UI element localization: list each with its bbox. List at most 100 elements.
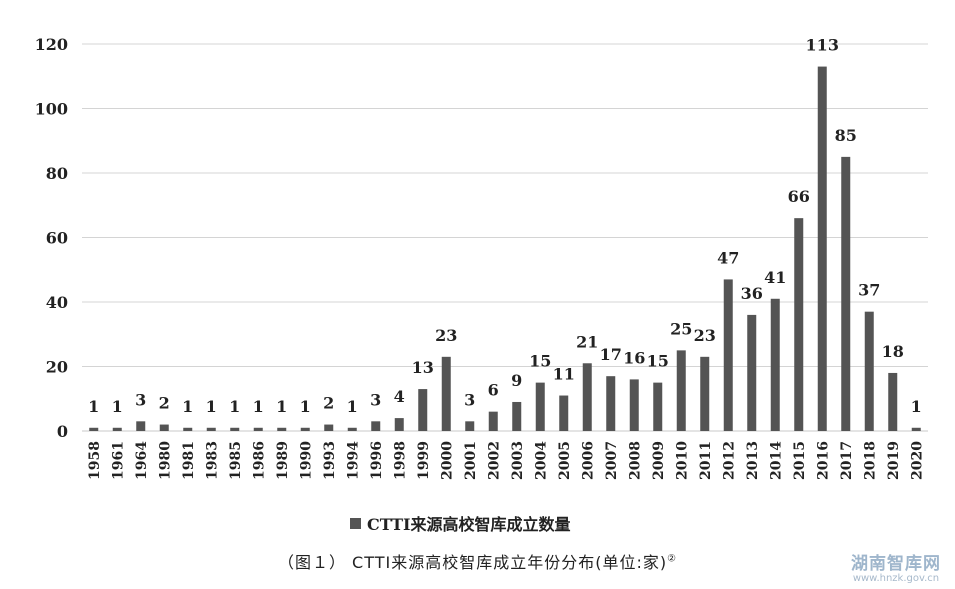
x-tick-label-1985: 1985: [228, 441, 244, 480]
x-tick-label-1983: 1983: [204, 441, 220, 480]
bar-2017: [841, 156, 851, 431]
x-tick-label-2018: 2018: [862, 441, 878, 480]
bar-2001: [465, 421, 475, 431]
y-tick-label-120: 120: [35, 35, 68, 54]
bar-1993: [324, 424, 334, 431]
watermark-url: www.hnzk.gov.cn: [852, 572, 940, 584]
x-tick-label-2017: 2017: [839, 441, 855, 480]
data-label-2016: 113: [806, 36, 839, 55]
data-label-2008: 16: [623, 348, 645, 367]
bar-2012: [723, 279, 733, 431]
data-label-2011: 23: [694, 326, 716, 345]
caption-text: （图１） CTTI来源高校智库成立年份分布(单位:家): [277, 553, 668, 572]
data-label-1990: 1: [300, 397, 311, 416]
bar-2008: [629, 379, 639, 431]
y-tick-label-20: 20: [46, 358, 68, 377]
legend-label: CTTI来源高校智库成立数量: [367, 515, 571, 534]
data-label-2019: 18: [882, 342, 904, 361]
data-label-1994: 1: [347, 397, 358, 416]
gridlines: [82, 43, 928, 432]
bar-2005: [559, 395, 569, 431]
bar-2004: [535, 382, 545, 431]
data-label-2014: 41: [764, 268, 786, 287]
data-label-1989: 1: [276, 397, 287, 416]
x-tick-label-2008: 2008: [627, 441, 643, 480]
x-tick-label-2013: 2013: [745, 441, 761, 480]
data-label-1958: 1: [88, 397, 99, 416]
bar-1980: [159, 424, 169, 431]
x-tick-label-2003: 2003: [510, 441, 526, 480]
bar-2019: [888, 372, 898, 431]
data-label-1996: 3: [370, 390, 381, 409]
data-label-1983: 1: [206, 397, 217, 416]
x-tick-label-1998: 1998: [392, 441, 408, 480]
bar-2006: [582, 363, 592, 431]
bar-2000: [441, 356, 451, 431]
x-tick-label-1993: 1993: [322, 441, 338, 480]
bar-2018: [864, 311, 874, 431]
figure-caption: （图１） CTTI来源高校智库成立年份分布(单位:家)②: [0, 549, 955, 573]
x-tick-label-2019: 2019: [886, 441, 902, 480]
data-label-1998: 4: [394, 387, 405, 406]
bar-1983: [206, 427, 216, 431]
bar-2014: [770, 298, 780, 431]
data-label-1986: 1: [253, 397, 264, 416]
x-tick-label-2016: 2016: [815, 441, 831, 480]
bar-2003: [512, 401, 522, 431]
bar-1999: [418, 389, 428, 431]
data-label-1981: 1: [182, 397, 193, 416]
y-tick-label-0: 0: [57, 422, 68, 441]
data-label-2012: 47: [717, 248, 739, 267]
x-tick-label-1986: 1986: [251, 441, 267, 480]
data-label-1980: 2: [159, 394, 170, 413]
x-tick-label-2015: 2015: [792, 441, 808, 480]
x-tick-label-2011: 2011: [698, 441, 714, 480]
data-label-2013: 36: [741, 284, 763, 303]
bar-1964: [136, 421, 146, 431]
y-tick-label-80: 80: [46, 164, 68, 183]
bar-1990: [300, 427, 310, 431]
y-tick-label-60: 60: [46, 229, 68, 248]
y-tick-label-100: 100: [35, 100, 68, 119]
x-tick-label-2006: 2006: [580, 441, 596, 480]
data-label-2006: 21: [576, 332, 598, 351]
data-label-2005: 11: [553, 365, 575, 384]
bar-2010: [676, 350, 686, 431]
bar-2020: [911, 427, 921, 431]
watermark-name: 湖南智库网: [851, 554, 941, 574]
bar-1994: [347, 427, 357, 431]
bar-1981: [183, 427, 193, 431]
y-axis-ticks: 0 20 40 60 80 100 120: [35, 35, 68, 441]
data-label-2015: 66: [788, 187, 810, 206]
x-tick-label-2009: 2009: [651, 441, 667, 480]
x-tick-label-2007: 2007: [604, 441, 620, 480]
data-label-2000: 23: [435, 326, 457, 345]
x-tick-label-2010: 2010: [674, 441, 690, 480]
data-label-2020: 1: [911, 397, 922, 416]
data-label-1993: 2: [323, 394, 334, 413]
x-tick-label-2004: 2004: [533, 441, 549, 480]
data-label-2010: 25: [670, 319, 692, 338]
x-tick-label-2005: 2005: [557, 441, 573, 480]
x-tick-label-2012: 2012: [721, 441, 737, 480]
data-label-1999: 13: [412, 358, 434, 377]
bar-2009: [653, 382, 663, 431]
data-label-2018: 37: [858, 281, 880, 300]
caption-note-mark: ②: [667, 553, 678, 565]
legend-swatch: [350, 517, 361, 529]
bar-2007: [606, 376, 616, 431]
bar-2016: [817, 66, 827, 431]
bar-1986: [253, 427, 263, 431]
x-tick-label-1989: 1989: [275, 441, 291, 480]
bar-2002: [488, 411, 498, 431]
data-label-2004: 15: [529, 352, 551, 371]
data-label-1961: 1: [112, 397, 123, 416]
data-label-2002: 6: [488, 381, 499, 400]
bar-1989: [277, 427, 287, 431]
x-tick-label-1999: 1999: [416, 441, 432, 480]
x-tick-label-1958: 1958: [87, 441, 103, 480]
bar-2013: [747, 314, 757, 431]
x-tick-label-1964: 1964: [134, 441, 150, 480]
x-axis-ticks: 1958 1961 1964 1980 1981 1983 1985 1986 1989 1990…: [87, 441, 926, 480]
